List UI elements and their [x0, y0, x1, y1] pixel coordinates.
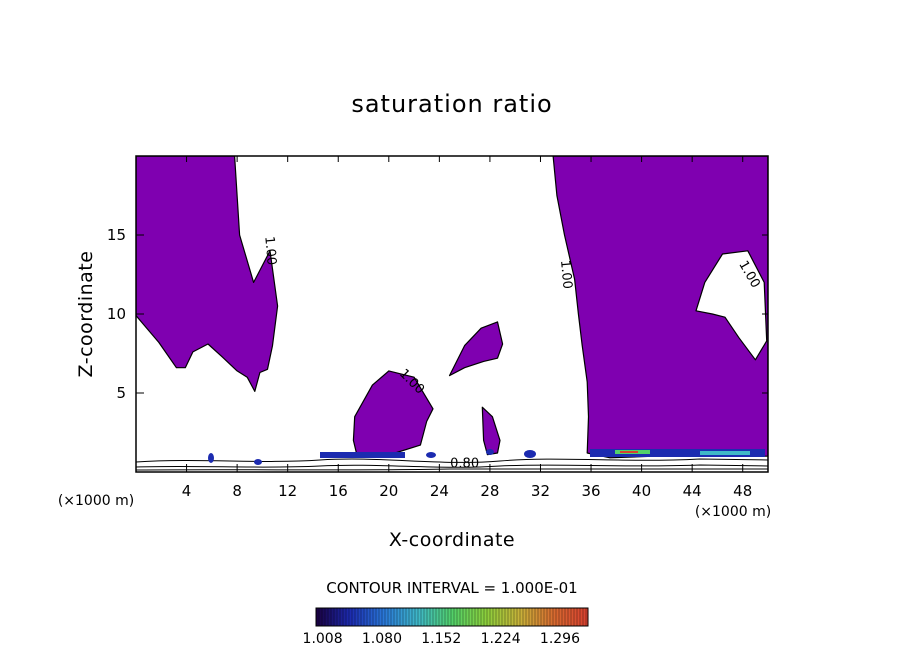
x-tick-label-16: 16: [329, 482, 348, 500]
contour-label-0: 1.00: [261, 236, 278, 266]
supersat-blob-4: [524, 450, 536, 458]
x-tick-label-20: 20: [379, 482, 398, 500]
region-small-puff: [481, 406, 501, 456]
x-tick-label-40: 40: [632, 482, 651, 500]
x-tick-label-28: 28: [480, 482, 499, 500]
contour-label-4: 0.80: [450, 457, 479, 472]
colorbar-label-1: 1.080: [362, 631, 402, 647]
x-tick-label-44: 44: [683, 482, 702, 500]
contour-regions: [136, 156, 768, 459]
plot-area: 1.001.00 1.001.000.80 4 8 12 16 20 24 28 32 36 40 4…: [107, 155, 769, 500]
colorbar-labels: 1.008 1.080 1.152 1.224 1.296: [303, 631, 581, 647]
region-upper-puff: [448, 321, 504, 377]
supersat-blob-3: [426, 452, 436, 458]
contour-interval: CONTOUR INTERVAL = 1.000E-01: [326, 579, 577, 597]
supersat-blob-1: [208, 453, 214, 463]
x-axis-ticks: 4 8 12 16 20 24 28 32 36 40 44 48: [182, 156, 752, 500]
supersat-blob-2: [254, 459, 262, 465]
x-tick-label-12: 12: [278, 482, 297, 500]
x-unit-label-left: (×1000 m): [58, 493, 134, 509]
y-axis-label: Z-coordinate: [75, 251, 97, 378]
x-tick-label-4: 4: [182, 482, 192, 500]
x-tick-label-48: 48: [733, 482, 752, 500]
y-tick-label-5: 5: [116, 384, 126, 402]
surface-layer: [136, 449, 768, 471]
colorbar-label-0: 1.008: [303, 631, 343, 647]
chart-title: saturation ratio: [351, 90, 552, 118]
colorbar-label-3: 1.224: [481, 631, 521, 647]
region-left-cloud: [136, 156, 279, 392]
x-tick-label-36: 36: [581, 482, 600, 500]
contour-label-1: 1.00: [557, 259, 574, 289]
y-tick-label-15: 15: [107, 226, 126, 244]
colorbar-label-4: 1.296: [540, 631, 580, 647]
y-tick-label-10: 10: [107, 305, 126, 323]
supersat-band-5: [700, 451, 750, 455]
colorbar-hatching: [318, 608, 587, 626]
colorbar: 1.008 1.080 1.152 1.224 1.296: [303, 607, 589, 647]
surface-contour-2: [136, 464, 768, 468]
y-axis-ticks: 5 10 15: [107, 226, 768, 402]
supersat-band-4: [620, 451, 638, 453]
colorbar-label-2: 1.152: [421, 631, 461, 647]
region-center-cloud: [352, 370, 434, 457]
surface-contour-3: [136, 468, 768, 471]
x-tick-label-32: 32: [531, 482, 550, 500]
region-right-hole: [695, 250, 768, 361]
supersat-band-2: [590, 449, 765, 457]
x-tick-label-8: 8: [232, 482, 242, 500]
supersat-blob-5: [486, 449, 494, 455]
surface-contour-1: [136, 458, 768, 463]
x-tick-label-24: 24: [430, 482, 449, 500]
supersat-band-1: [320, 452, 405, 458]
x-unit-label-right: (×1000 m): [695, 504, 771, 520]
x-axis-label: X-coordinate: [389, 529, 515, 551]
